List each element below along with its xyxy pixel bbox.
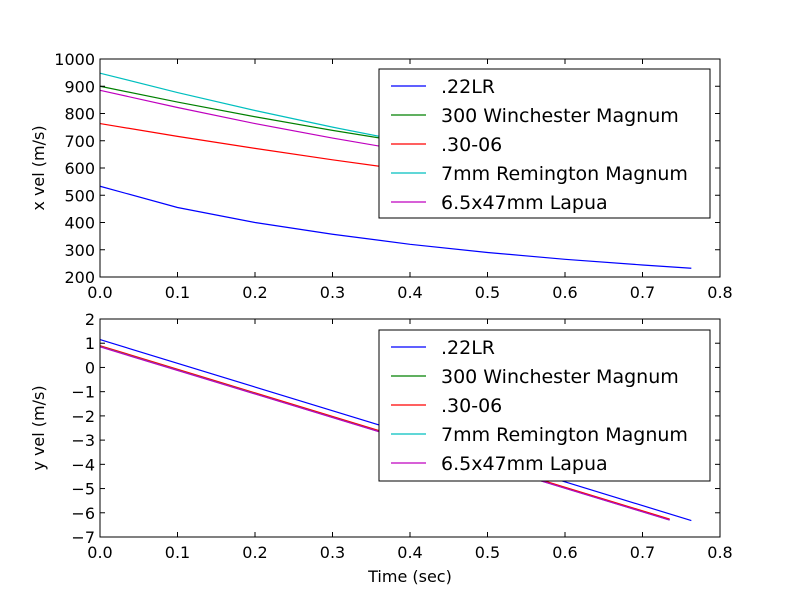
subplot-1: 0.0 0.1 0.2 0.3 0.4 0.5 0.6 0.7 0.8 200 300 400 500 6… [29, 50, 733, 302]
x-axis-label: Time (sec) [367, 567, 452, 586]
y-tick-label: 200 [64, 268, 95, 287]
x-tick-label: 0.6 [552, 543, 577, 562]
y-tick-label: 2 [85, 310, 95, 329]
legend: .22LR 300 Winchester Magnum .30-06 7mm Remi… [378, 68, 711, 219]
x-tick-label: 0.4 [397, 283, 422, 302]
y-tick-label: 900 [64, 77, 95, 96]
x-tick-label: 0.2 [242, 543, 267, 562]
y-tick-label: −7 [71, 528, 95, 547]
series-line-1 [99, 185, 692, 269]
legend-label: .30-06 [441, 395, 502, 417]
y-tick-label: 400 [64, 214, 95, 233]
x-tick-label: 0.4 [397, 543, 422, 562]
y-tick-label: 300 [64, 241, 95, 260]
x-tick-label: 0.8 [707, 543, 732, 562]
x-tick-label: 0.5 [475, 543, 500, 562]
legend-label: 300 Winchester Magnum [441, 105, 679, 127]
y-tick-label: −6 [71, 504, 95, 523]
legend: .22LR 300 Winchester Magnum .30-06 7mm Remi… [378, 329, 711, 482]
x-tick-label: 0.1 [165, 543, 190, 562]
y-tick-label: −2 [71, 407, 95, 426]
legend-box [378, 68, 711, 219]
y-tick-label: −3 [71, 431, 95, 450]
x-tick-label: 0.1 [165, 283, 190, 302]
y-tick-label: 800 [64, 105, 95, 124]
subplot-2: 0.0 0.1 0.2 0.3 0.4 0.5 0.6 0.7 0.8 −7 −6 −5 −4 −3 −2 −… [29, 310, 733, 586]
y-tick-label: 700 [64, 132, 95, 151]
x-tick-label: 0.0 [87, 283, 112, 302]
x-tick-label: 0.7 [630, 283, 655, 302]
x-tick-label: 0.7 [630, 543, 655, 562]
x-tick-label: 0.6 [552, 283, 577, 302]
y-tick-label: −4 [71, 455, 95, 474]
legend-label: 6.5x47mm Lapua [441, 192, 608, 214]
x-tick-label: 0.0 [87, 543, 112, 562]
y-axis-label: x vel (m/s) [29, 125, 48, 210]
x-tick-label: 0.2 [242, 283, 267, 302]
legend-box [378, 329, 711, 482]
y-tick-label: 0 [85, 358, 95, 377]
y-tick-label: −5 [71, 480, 95, 499]
legend-label: .22LR [441, 337, 495, 359]
legend-label: 7mm Remington Magnum [441, 424, 688, 446]
x-tick-label: 0.3 [320, 543, 345, 562]
x-tick-label: 0.5 [475, 283, 500, 302]
legend-label: .22LR [441, 76, 495, 98]
legend-label: .30-06 [441, 134, 502, 156]
legend-label: 300 Winchester Magnum [441, 366, 679, 388]
x-tick-label: 0.8 [707, 283, 732, 302]
y-tick-label: 500 [64, 186, 95, 205]
legend-label: 7mm Remington Magnum [441, 163, 688, 185]
y-tick-label: 1000 [54, 50, 95, 69]
y-axis-label: y vel (m/s) [29, 385, 48, 470]
y-tick-label: 600 [64, 159, 95, 178]
x-tick-label: 0.3 [320, 283, 345, 302]
legend-label: 6.5x47mm Lapua [441, 453, 608, 475]
y-tick-label: 1 [85, 334, 95, 353]
y-tick-label: −1 [71, 383, 95, 402]
